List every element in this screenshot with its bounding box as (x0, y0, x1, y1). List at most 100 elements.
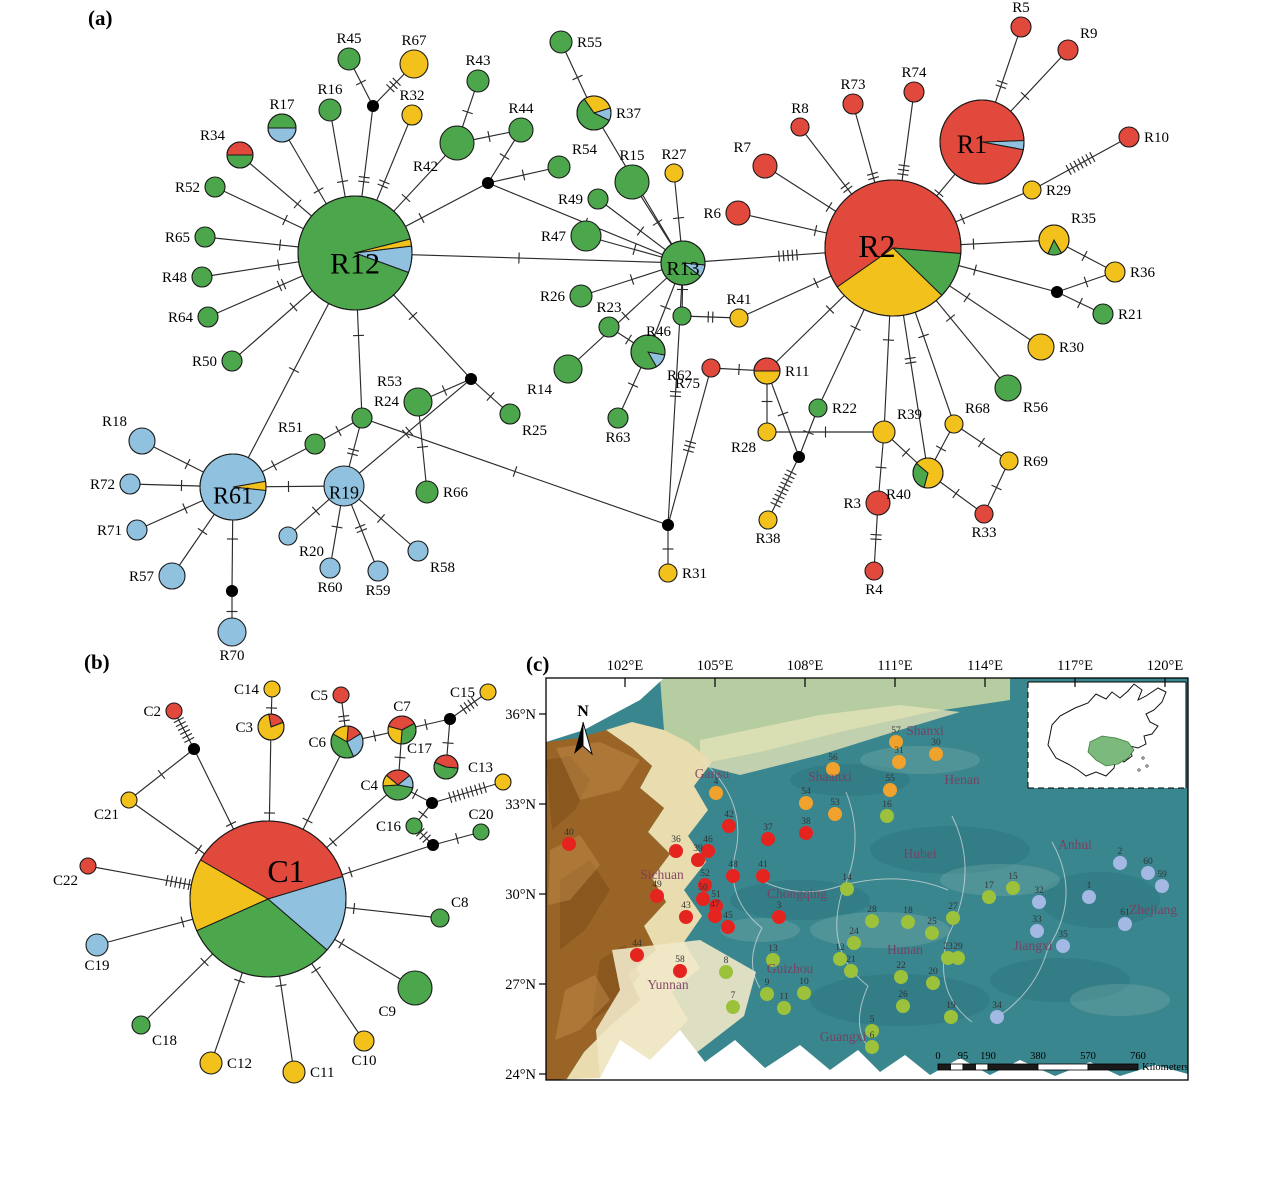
haplotype-node-R63 (607, 407, 629, 429)
haplotype-node-R14 (553, 354, 583, 384)
haplotype-node-R7 (752, 153, 778, 179)
svg-text:R29: R29 (1046, 183, 1071, 199)
province-label-hubei: Hubei (904, 846, 937, 861)
svg-text:R47: R47 (541, 229, 567, 245)
site-40: 40 (562, 828, 576, 851)
site-20: 20 (926, 967, 940, 990)
haplotype-node-R26 (569, 284, 593, 308)
haplotype-network-rbcl: R12 R45 R67 R16 R17 R34 R32 R52 R65 R48 R64 R50 R43 R… (90, 0, 1169, 664)
svg-text:61: 61 (1120, 908, 1130, 918)
haplotype-node-C3 (257, 713, 285, 741)
site-39: 39 (691, 844, 705, 867)
svg-text:18: 18 (903, 906, 913, 916)
haplotype-node-R54 (547, 155, 571, 179)
panel-a-label: (a) (88, 6, 113, 30)
svg-text:C7: C7 (393, 699, 411, 715)
svg-text:48: 48 (728, 860, 738, 870)
svg-text:R33: R33 (971, 525, 996, 541)
haplotype-node-C8 (430, 908, 450, 928)
svg-text:R15: R15 (619, 148, 644, 164)
svg-text:R72: R72 (90, 477, 115, 493)
haplotype-node-B7 (225, 584, 239, 598)
haplotype-node-R3 (865, 490, 891, 516)
site-3: 3 (772, 901, 786, 924)
north-arrow: N (574, 703, 593, 756)
svg-text:190: 190 (980, 1051, 996, 1062)
svg-text:R60: R60 (317, 580, 342, 596)
haplotype-node-R59 (367, 560, 389, 582)
site-5: 5 (865, 1015, 879, 1038)
svg-text:R3: R3 (843, 496, 861, 512)
svg-text:C3: C3 (235, 720, 253, 736)
haplotype-node-R55 (549, 30, 573, 54)
svg-text:27: 27 (948, 902, 958, 912)
svg-text:R74: R74 (901, 65, 927, 81)
svg-text:R36: R36 (1130, 265, 1156, 281)
province-label-guangxi: Guangxi (820, 1029, 867, 1044)
haplotype-node-R34 (226, 141, 254, 169)
svg-text:C1: C1 (267, 853, 304, 889)
site-45: 45 (721, 911, 735, 934)
svg-text:33: 33 (1032, 915, 1042, 925)
haplotype-node-B10 (425, 796, 439, 810)
svg-text:32: 32 (1034, 886, 1044, 896)
site-50: 50 (696, 883, 710, 906)
site-38: 38 (799, 817, 813, 840)
svg-text:R16: R16 (317, 82, 343, 98)
site-42: 42 (722, 810, 736, 833)
haplotype-node-C6 (330, 725, 364, 759)
svg-text:20: 20 (928, 967, 938, 977)
haplotype-node-R27 (664, 163, 684, 183)
svg-text:22: 22 (896, 961, 906, 971)
haplotype-node-R57 (158, 562, 186, 590)
svg-text:R4: R4 (865, 582, 883, 598)
haplotype-node-R25 (499, 403, 521, 425)
haplotype-node-R61 (199, 453, 267, 521)
map-frame (545, 677, 1189, 1081)
haplotype-node-R37 (576, 95, 612, 131)
site-24: 24 (847, 927, 861, 950)
haplotype-node-R53 (403, 387, 433, 417)
svg-text:R21: R21 (1118, 307, 1143, 323)
site-35: 35 (1056, 930, 1070, 953)
svg-text:R62: R62 (667, 368, 692, 384)
svg-text:52: 52 (700, 869, 710, 879)
haplotype-node-R35 (1038, 224, 1070, 256)
site-37: 37 (761, 823, 775, 846)
haplotype-node-C10 (353, 1030, 375, 1052)
svg-text:C13: C13 (468, 760, 493, 776)
svg-text:C20: C20 (468, 807, 493, 823)
site-44: 44 (630, 939, 644, 962)
province-label-chongqing: Chongqing (767, 886, 827, 901)
svg-text:12: 12 (835, 943, 845, 953)
svg-text:2: 2 (1118, 847, 1123, 857)
site-32: 32 (1032, 886, 1046, 909)
svg-text:40: 40 (564, 828, 574, 838)
haplotype-node-R70 (217, 617, 247, 647)
svg-text:R18: R18 (102, 414, 127, 430)
svg-text:C18: C18 (152, 1033, 177, 1049)
svg-text:37: 37 (763, 823, 773, 833)
site-55: 55 (883, 774, 897, 797)
haplotype-node-C22 (79, 857, 97, 875)
svg-text:R32: R32 (399, 88, 424, 104)
haplotype-node-R64 (197, 306, 219, 328)
svg-text:R65: R65 (165, 230, 190, 246)
site-29: 29 (951, 942, 965, 965)
svg-text:21: 21 (846, 955, 856, 965)
svg-text:42: 42 (724, 810, 734, 820)
haplotype-node-R69 (999, 451, 1019, 471)
svg-text:46: 46 (703, 835, 713, 845)
site-34: 34 (990, 1001, 1004, 1024)
haplotype-node-R17 (267, 113, 297, 143)
svg-text:17: 17 (984, 881, 994, 891)
svg-text:9: 9 (765, 978, 770, 988)
haplotype-node-B3 (464, 372, 478, 386)
svg-text:43: 43 (681, 901, 691, 911)
haplotype-node-C12 (199, 1051, 223, 1075)
svg-text:55: 55 (885, 774, 895, 784)
site-46: 46 (701, 835, 715, 858)
